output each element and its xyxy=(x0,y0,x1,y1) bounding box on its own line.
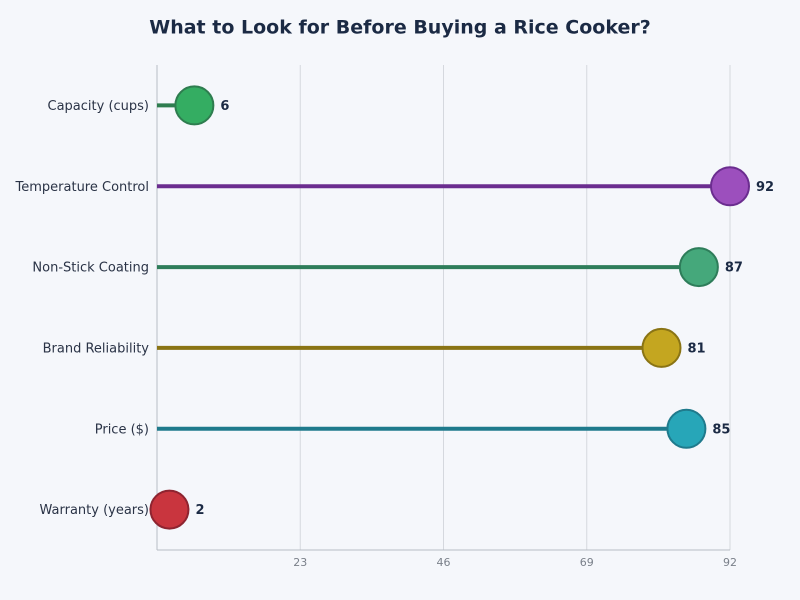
y-tick-label: Temperature Control xyxy=(15,180,149,195)
dot xyxy=(149,489,190,530)
x-tick-label: 69 xyxy=(580,556,594,569)
y-tick-label: Warranty (years) xyxy=(40,503,150,518)
x-tick-label: 23 xyxy=(293,556,307,569)
value-label: 92 xyxy=(756,180,774,195)
y-tick-label: Non-Stick Coating xyxy=(32,261,149,276)
value-label: 85 xyxy=(712,422,730,437)
dot xyxy=(174,85,215,126)
value-label: 81 xyxy=(687,341,705,356)
dot xyxy=(666,408,707,449)
x-tick-label: 92 xyxy=(723,556,737,569)
chart-title: What to Look for Before Buying a Rice Co… xyxy=(149,17,651,39)
dot xyxy=(678,247,719,288)
dot xyxy=(641,327,682,368)
y-tick-label: Price ($) xyxy=(95,422,149,437)
value-label: 87 xyxy=(725,261,743,276)
value-label: 6 xyxy=(220,99,229,114)
dot xyxy=(710,166,750,207)
x-tick-label: 46 xyxy=(437,556,451,569)
y-tick-label: Capacity (cups) xyxy=(48,99,150,114)
y-tick-label: Brand Reliability xyxy=(43,341,150,356)
value-label: 2 xyxy=(195,503,204,518)
